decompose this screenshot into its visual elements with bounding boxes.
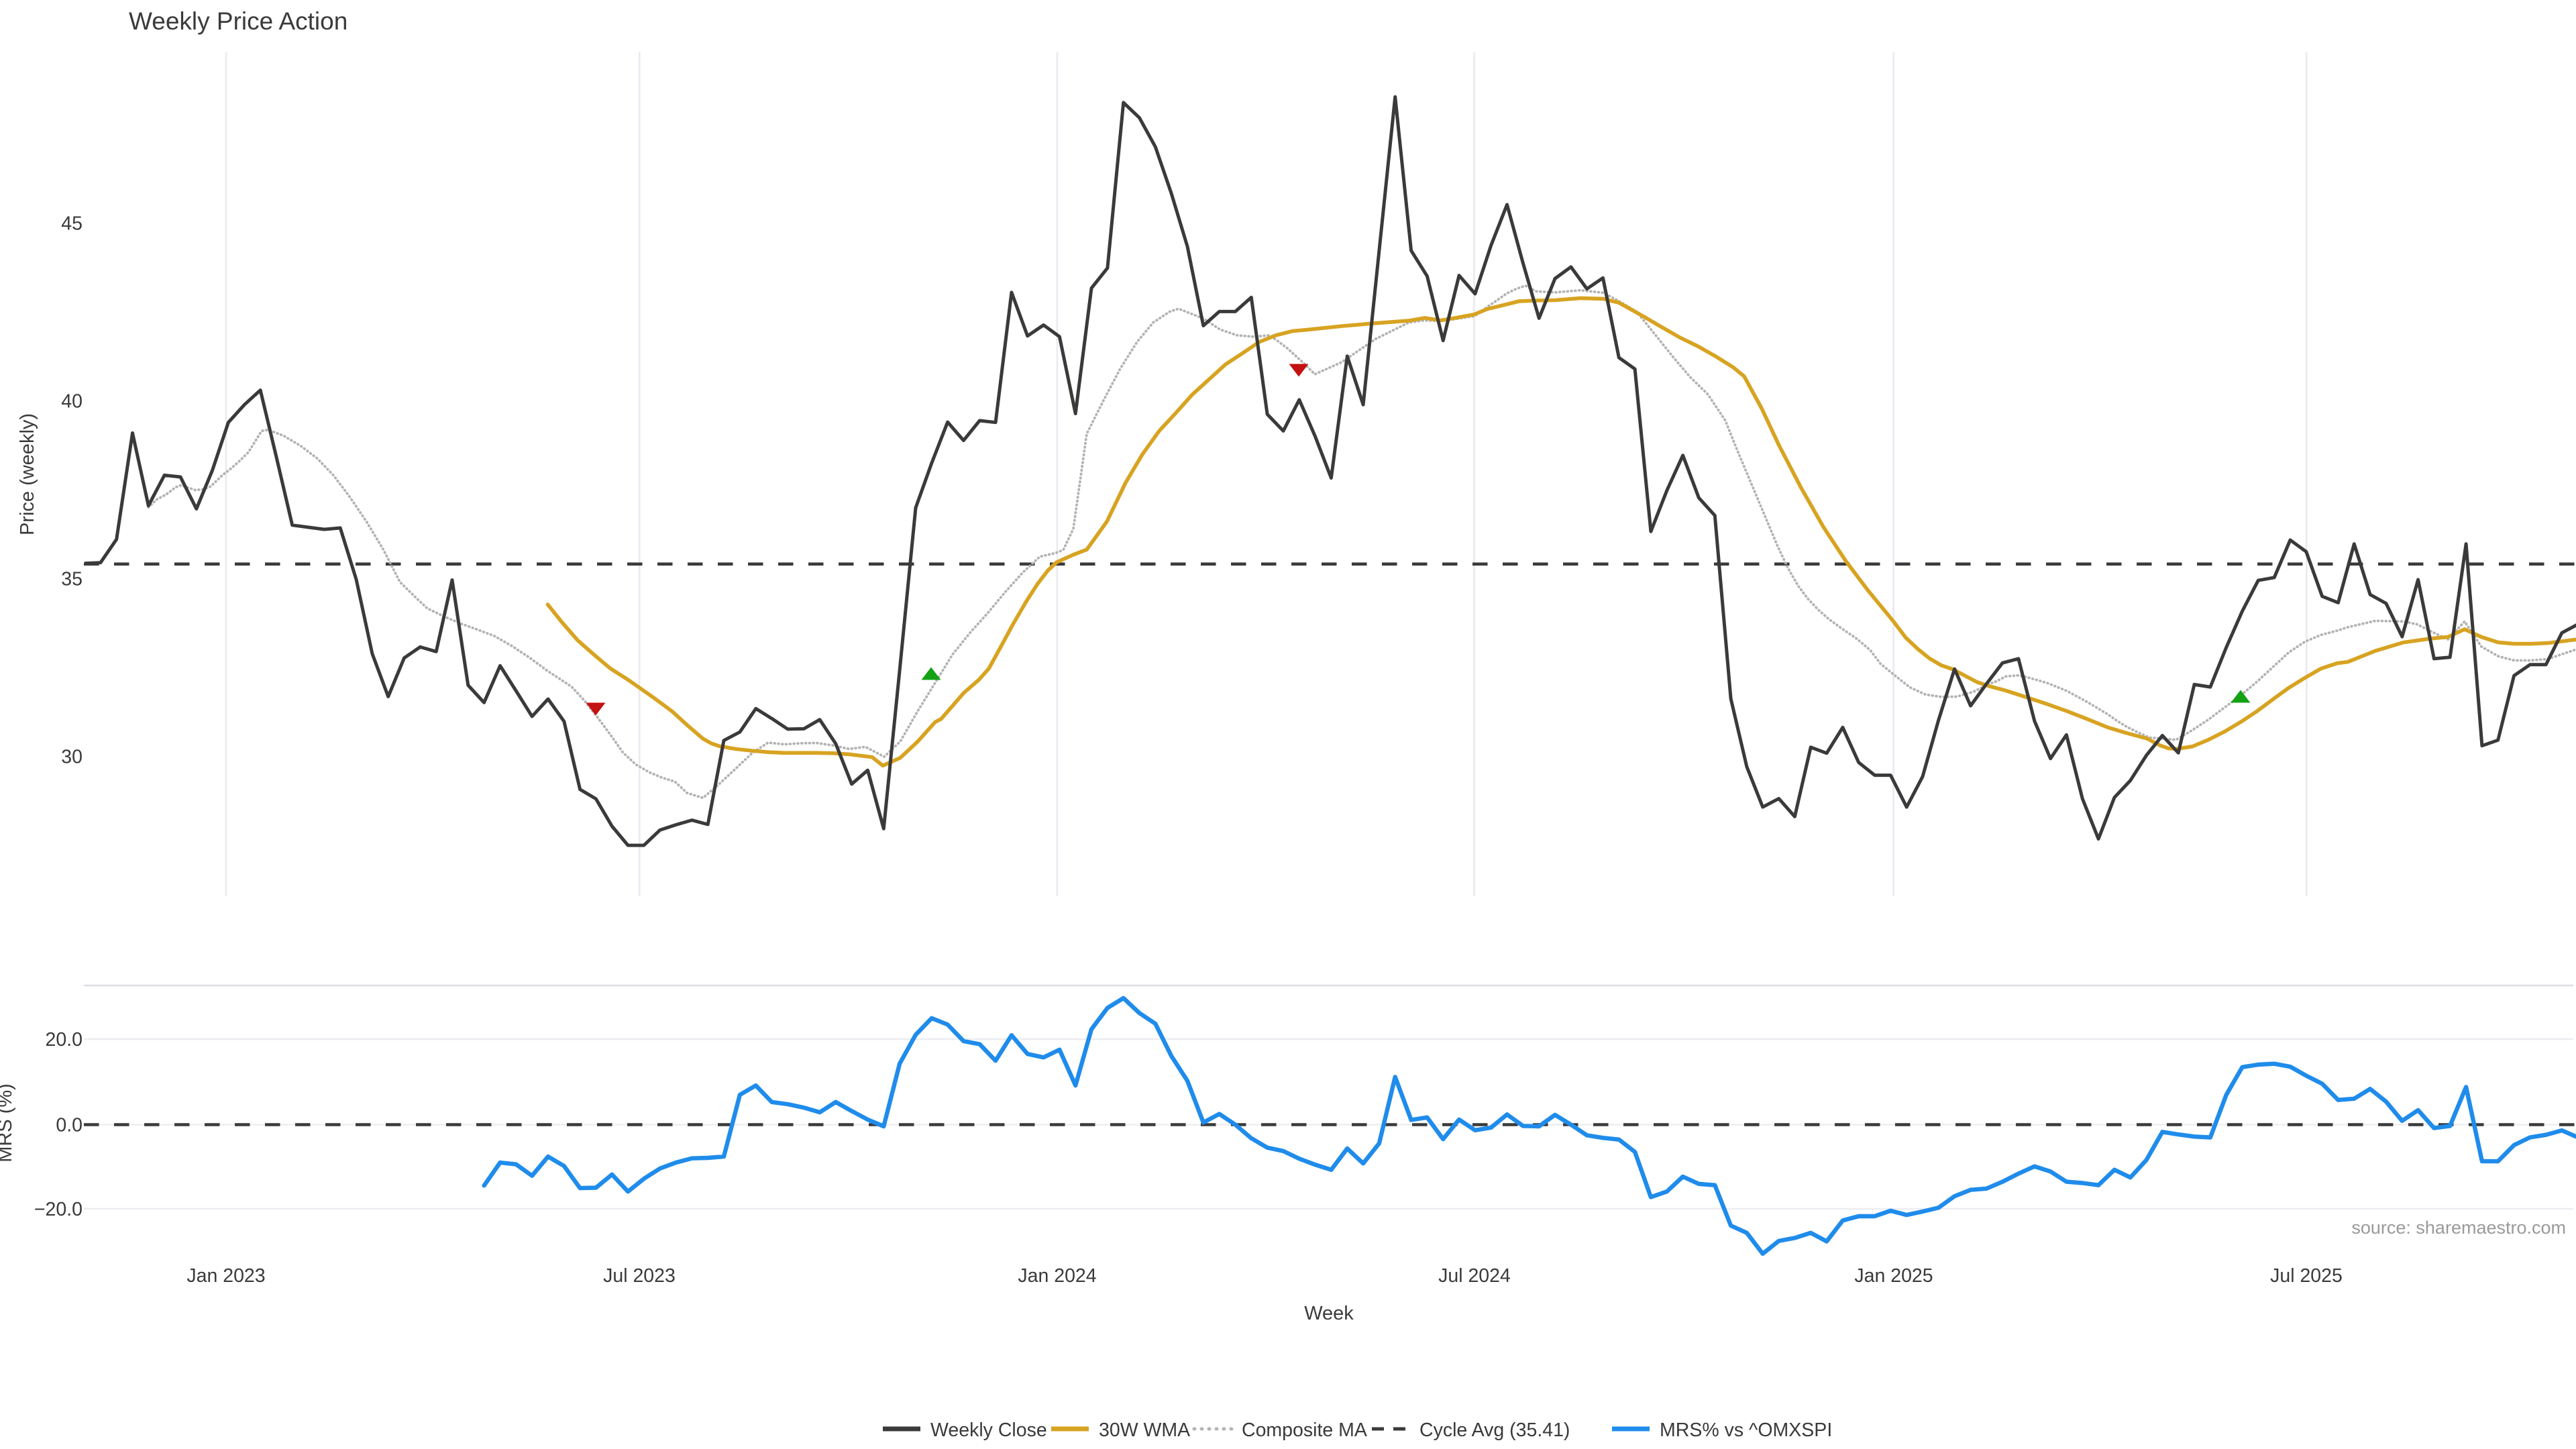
svg-text:0.0: 0.0 [56, 1115, 83, 1136]
svg-text:Week: Week [1304, 1303, 1354, 1324]
svg-text:Cycle Avg (35.41): Cycle Avg (35.41) [1419, 1419, 1570, 1441]
svg-text:30: 30 [61, 747, 83, 768]
svg-text:Weekly Close: Weekly Close [930, 1419, 1047, 1441]
svg-text:−20.0: −20.0 [34, 1199, 83, 1220]
svg-text:30W WMA: 30W WMA [1099, 1419, 1190, 1441]
svg-text:Jan 2024: Jan 2024 [1018, 1265, 1096, 1287]
svg-text:20.0: 20.0 [46, 1029, 83, 1051]
svg-text:MRS% vs ^OMXSPI: MRS% vs ^OMXSPI [1660, 1419, 1832, 1441]
svg-text:40: 40 [61, 391, 83, 413]
svg-text:source: sharemaestro.com: source: sharemaestro.com [2351, 1218, 2566, 1238]
svg-text:Jul 2023: Jul 2023 [603, 1265, 676, 1287]
svg-text:35: 35 [61, 569, 83, 590]
svg-text:Jan 2025: Jan 2025 [1854, 1265, 1933, 1287]
svg-text:Jul 2024: Jul 2024 [1438, 1265, 1511, 1287]
svg-text:Price (weekly): Price (weekly) [17, 413, 38, 535]
svg-text:45: 45 [61, 213, 83, 235]
svg-text:Weekly Price Action: Weekly Price Action [129, 7, 347, 35]
svg-text:Jan 2023: Jan 2023 [186, 1265, 265, 1287]
svg-text:MRS (%): MRS (%) [0, 1083, 16, 1163]
svg-text:Jul 2025: Jul 2025 [2270, 1265, 2343, 1287]
svg-text:Composite MA: Composite MA [1242, 1419, 1367, 1441]
